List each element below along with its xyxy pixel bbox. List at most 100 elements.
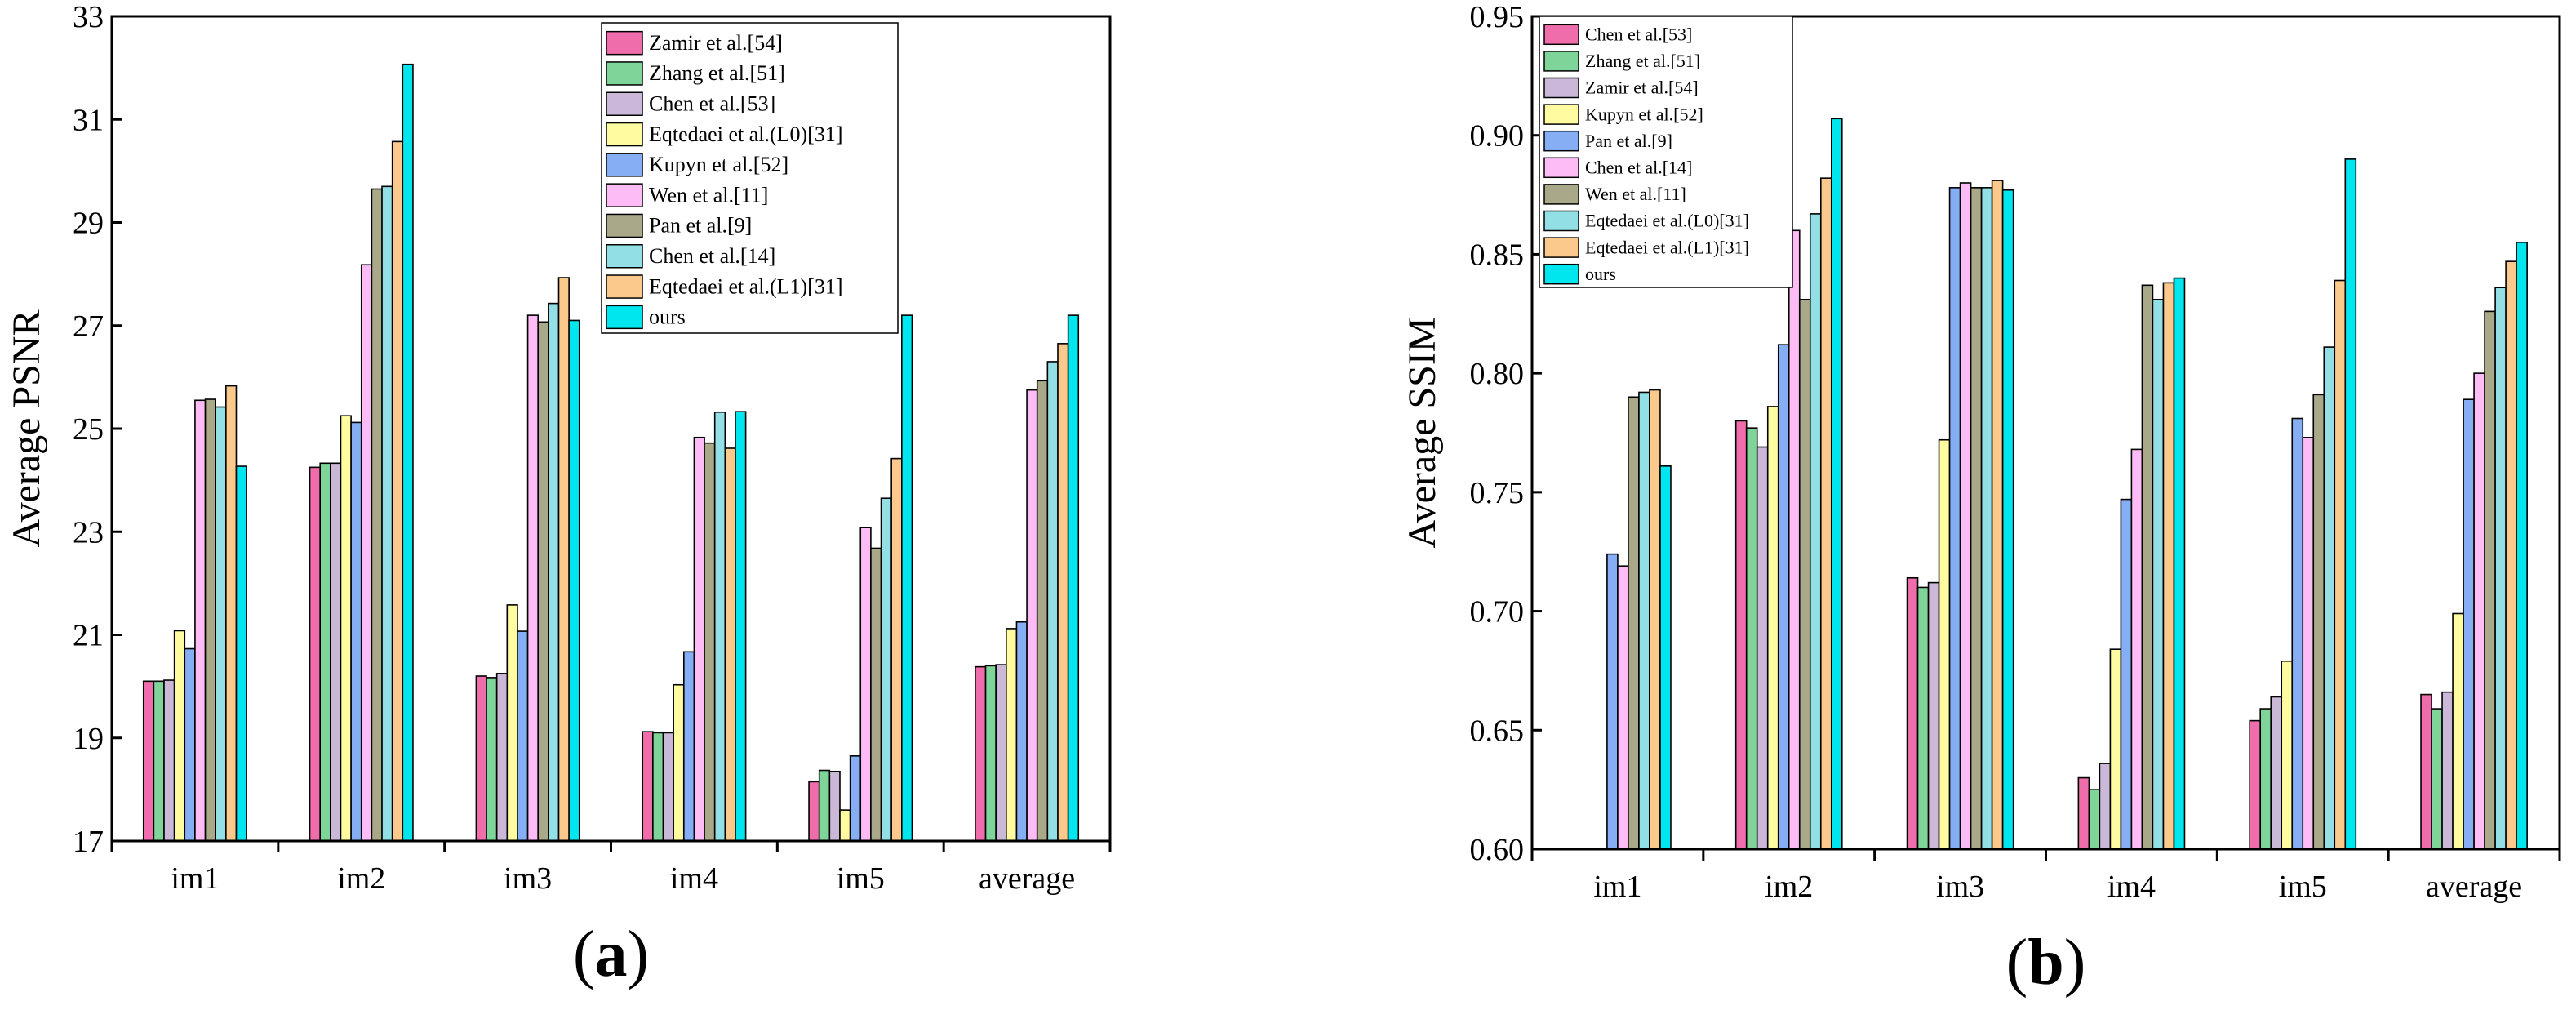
bar <box>986 665 997 841</box>
y-tick-label: 23 <box>73 515 104 549</box>
bar <box>1058 344 1068 841</box>
bar <box>1950 188 1961 849</box>
bar <box>2078 778 2089 849</box>
bar <box>320 463 331 841</box>
bar <box>2250 721 2260 849</box>
bar <box>2463 399 2474 849</box>
panel-label-letter: a <box>595 919 628 990</box>
bar <box>2110 649 2121 849</box>
chart-panel-b: 0.600.650.700.750.800.850.900.95im1im2im… <box>1401 0 2560 999</box>
y-tick-label: 19 <box>73 722 104 756</box>
y-tick-label: 17 <box>73 825 104 859</box>
bar <box>528 315 539 841</box>
y-tick-label: 27 <box>73 309 104 344</box>
bar <box>2334 280 2345 849</box>
bar <box>331 463 341 841</box>
chart-panel-a: 171921232527293133im1im2im3im4im5average… <box>5 0 1110 990</box>
bar <box>694 438 704 841</box>
legend-swatch <box>606 92 642 115</box>
bar <box>1971 188 1982 849</box>
legend-swatch <box>606 184 642 207</box>
bar <box>2131 449 2142 849</box>
bar <box>215 407 226 841</box>
bar <box>2163 283 2174 849</box>
bar <box>664 732 674 841</box>
bar <box>2474 373 2485 849</box>
legend-label: Zamir et al.[54] <box>1585 78 1699 98</box>
y-axis-title: Average PSNR <box>5 309 48 547</box>
panel-label-close: ) <box>628 919 650 990</box>
bar <box>2121 500 2131 849</box>
bar <box>1747 428 1757 849</box>
bar <box>175 630 185 841</box>
bar <box>1939 440 1950 849</box>
bar <box>2506 261 2516 849</box>
x-tick-label: im3 <box>1936 870 1984 904</box>
bar <box>851 756 861 841</box>
legend-swatch <box>1544 131 1579 151</box>
x-axis: im1im2im3im4im5average <box>112 841 1110 896</box>
bar <box>882 498 892 841</box>
bar <box>236 466 246 841</box>
legend-swatch <box>606 123 642 146</box>
bar <box>653 732 664 841</box>
bar <box>486 678 497 841</box>
bar <box>2345 159 2356 849</box>
bar <box>351 422 362 841</box>
bar <box>1929 583 1939 849</box>
x-tick-label: im1 <box>1593 870 1641 904</box>
bar <box>206 399 216 841</box>
bar <box>1027 390 1037 841</box>
bar <box>2152 300 2163 849</box>
y-tick-label: 21 <box>73 619 104 653</box>
bar <box>1607 554 1618 849</box>
bar <box>1779 345 1789 849</box>
legend-label: Eqtedaei et al.(L0)[31] <box>649 122 843 146</box>
bar <box>371 189 382 841</box>
bar <box>1618 566 1628 849</box>
bar <box>2421 695 2432 849</box>
bar <box>860 527 871 841</box>
bar <box>735 412 746 841</box>
bar <box>184 649 195 841</box>
panel-label-open: ( <box>2006 927 2028 999</box>
bar <box>2260 709 2271 849</box>
panel-label: (a) <box>573 919 649 990</box>
bar <box>715 412 726 841</box>
bar <box>1918 587 1929 849</box>
bar <box>2516 242 2527 849</box>
bar <box>153 681 164 841</box>
bar <box>871 548 882 841</box>
legend-label: Eqtedaei et al.(L1)[31] <box>649 274 843 298</box>
bar <box>829 772 840 841</box>
bar <box>2324 347 2334 849</box>
legend-label: Chen et al.[53] <box>649 91 775 115</box>
legend-swatch <box>1544 185 1579 204</box>
bar <box>809 781 819 841</box>
legend-label: ours <box>649 305 686 329</box>
bar <box>996 665 1006 841</box>
bar <box>2089 790 2099 849</box>
x-tick-label: average <box>979 861 1075 896</box>
bar <box>2292 419 2303 849</box>
legend-label: Kupyn et al.[52] <box>1585 104 1703 124</box>
x-tick-label: im4 <box>2107 870 2156 904</box>
bar <box>497 674 508 841</box>
bar <box>2271 696 2281 849</box>
legend-label: Pan et al.[9] <box>1585 131 1672 151</box>
x-tick-label: im2 <box>337 861 385 896</box>
bar <box>226 386 237 841</box>
bar <box>2142 285 2152 849</box>
bar <box>559 278 570 841</box>
legend-label: Chen et al.[14] <box>1585 157 1692 177</box>
panel-label-open: ( <box>573 919 595 990</box>
bar <box>2485 311 2495 849</box>
y-tick-label: 29 <box>73 207 104 241</box>
bar <box>1961 183 1971 849</box>
x-tick-label: im5 <box>837 861 885 896</box>
y-tick-label: 25 <box>73 412 104 447</box>
bar <box>340 416 351 841</box>
bar <box>476 676 486 841</box>
y-axis-title: Average SSIM <box>1401 317 1444 548</box>
legend-label: Chen et al.[53] <box>1585 24 1692 44</box>
